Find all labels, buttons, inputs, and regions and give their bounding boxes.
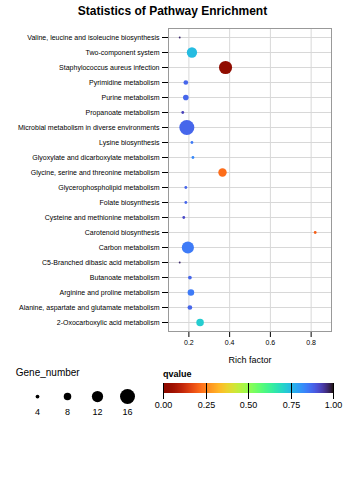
svg-text:Valine, leucine and isoleucine: Valine, leucine and isoleucine biosynthe… [27,34,160,42]
svg-text:12: 12 [92,407,102,417]
svg-text:Carotenoid biosynthesis: Carotenoid biosynthesis [85,229,160,237]
svg-text:Rich factor: Rich factor [228,355,271,365]
svg-text:4: 4 [35,407,40,417]
svg-text:1.00: 1.00 [325,400,343,410]
svg-text:0.6: 0.6 [266,339,276,346]
html-text:Gene_number: Gene_number [15,367,80,378]
svg-text:C5-Branched dibasic acid metab: C5-Branched dibasic acid metabolism [42,259,160,266]
svg-text:Pyrimidine metabolism: Pyrimidine metabolism [89,79,160,87]
html-text:Statistics of Pathway Enrichme: Statistics of Pathway Enrichment [77,4,268,18]
svg-text:0.75: 0.75 [283,400,301,410]
svg-text:0.8: 0.8 [306,339,316,346]
svg-text:Arginine and proline metabolis: Arginine and proline metabolism [60,289,160,297]
svg-text:0.50: 0.50 [240,400,258,410]
svg-text:Glycine, serine and threonine: Glycine, serine and threonine metabolism [31,169,160,177]
svg-text:Glycerophospholipid metabolism: Glycerophospholipid metabolism [58,184,159,192]
svg-text:Folate biosynthesis: Folate biosynthesis [100,199,160,207]
svg-text:0.25: 0.25 [198,400,216,410]
svg-text:Alanine, aspartate and glutama: Alanine, aspartate and glutamate metabol… [19,304,160,312]
svg-text:0.4: 0.4 [225,339,235,346]
svg-text:Two-component system: Two-component system [86,49,160,57]
svg-text:0.2: 0.2 [184,339,194,346]
svg-text:qvalue: qvalue [163,369,192,379]
svg-text:Staphylococcus aureus infectio: Staphylococcus aureus infection [59,64,159,72]
svg-text:8: 8 [65,407,70,417]
svg-text:Microbial metabolism in divers: Microbial metabolism in diverse environm… [18,124,160,131]
svg-text:Propanoate metabolism: Propanoate metabolism [86,109,160,117]
svg-text:Carbon metabolism: Carbon metabolism [99,244,160,251]
svg-text:Purine metabolism: Purine metabolism [102,94,160,101]
svg-text:16: 16 [122,407,132,417]
svg-text:Lysine biosynthesis: Lysine biosynthesis [99,139,160,147]
svg-text:Glyoxylate and dicarboxylate m: Glyoxylate and dicarboxylate metabolism [32,154,159,162]
svg-text:2-Oxocarboxylic acid metabolis: 2-Oxocarboxylic acid metabolism [57,319,160,327]
svg-text:0.00: 0.00 [155,400,173,410]
svg-text:Cysteine and methionine metabo: Cysteine and methionine metabolism [45,214,160,222]
svg-text:Butanoate metabolism: Butanoate metabolism [90,274,160,281]
